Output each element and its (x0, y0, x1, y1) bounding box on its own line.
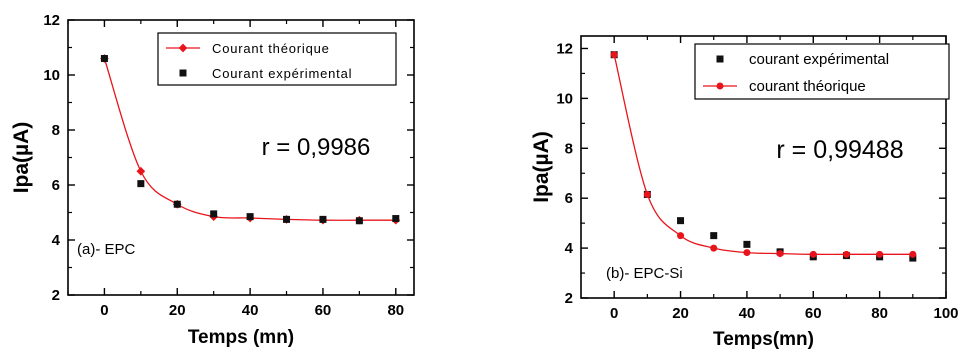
data-point (842, 250, 850, 258)
legend-label: Courant expérimental (212, 66, 352, 81)
data-point (319, 215, 327, 223)
y-tick-label: 4 (565, 240, 574, 257)
y-tick-label: 6 (565, 190, 573, 207)
series-line (613, 54, 913, 256)
x-tick-label: 20 (672, 305, 689, 322)
legend-box (157, 32, 397, 86)
data-point (677, 232, 685, 240)
data-point (909, 250, 917, 258)
legend-label: courant expérimental (749, 51, 889, 68)
y-tick-label: 6 (52, 177, 60, 194)
y-tick-label: 12 (556, 40, 573, 57)
y-tick-label: 2 (565, 290, 573, 307)
legend-label: courant théorique (749, 78, 866, 95)
chart-panel-0: 0 20 40 60 80 2 4 6 8 10 12 Temps (mn) Ipa(µA) Couran… (10, 12, 415, 348)
panel-label: (a)- EPC (77, 241, 136, 258)
y-tick-label: 10 (43, 67, 60, 84)
y-tick-label: 12 (43, 12, 60, 29)
legend-marker (179, 69, 187, 77)
data-point (643, 190, 651, 198)
x-tick-label: 20 (169, 302, 186, 319)
x-axis-title: Temps(mn) (713, 329, 814, 350)
data-point (776, 250, 784, 258)
x-tick-label: 60 (315, 302, 332, 319)
data-point (876, 250, 884, 258)
data-point (392, 215, 400, 223)
data-point (137, 180, 145, 188)
panel-label: (b)- EPC-Si (606, 265, 683, 282)
y-tick-label: 2 (52, 287, 60, 304)
data-point (743, 240, 751, 248)
y-axis-title: Ipa(µA) (10, 122, 33, 194)
legend-marker (178, 43, 188, 53)
y-axis-title: Ipa(µA) (530, 131, 553, 203)
series-1 (610, 51, 917, 258)
x-tick-label: 40 (242, 302, 259, 319)
correlation-annotation: r = 0,9986 (262, 134, 371, 161)
x-tick-label: 80 (387, 302, 404, 319)
x-tick-label: 0 (100, 302, 108, 319)
data-point (100, 55, 108, 62)
data-point (610, 51, 618, 59)
y-tick-label: 8 (52, 122, 60, 139)
data-point (246, 213, 254, 221)
legend: Courant théorique Courant expérimental (157, 32, 397, 86)
x-tick-label: 60 (805, 305, 822, 322)
y-tick-label: 10 (556, 90, 573, 107)
data-point (809, 250, 817, 258)
legend-label: Courant théorique (212, 41, 330, 56)
x-tick-label: 0 (610, 305, 618, 322)
legend: courant expérimental courant théorique (694, 43, 950, 100)
plot-frame (580, 35, 947, 299)
legend-marker (716, 55, 724, 63)
data-point (710, 232, 718, 240)
data-point (136, 166, 146, 176)
data-point (173, 200, 181, 208)
y-tick-label: 8 (565, 140, 573, 157)
correlation-annotation: r = 0,99488 (776, 136, 903, 164)
data-point (355, 217, 363, 225)
legend-marker (716, 82, 724, 90)
chart-panel-1: 0 20 40 60 80 100 2 4 6 8 10 12 Temps(mn) Ipa(µA) cour… (530, 35, 959, 350)
x-tick-label: 40 (739, 305, 756, 322)
data-point (283, 215, 291, 223)
data-point (743, 249, 751, 257)
data-point (677, 217, 685, 225)
x-tick-label: 80 (871, 305, 888, 322)
x-axis-title: Temps (mn) (188, 327, 294, 348)
series-1 (100, 55, 400, 225)
data-point (210, 210, 218, 218)
x-tick-label: 100 (933, 305, 958, 322)
data-point (909, 254, 917, 262)
legend-box (694, 43, 950, 100)
y-tick-label: 4 (52, 232, 61, 249)
data-point (710, 244, 718, 252)
